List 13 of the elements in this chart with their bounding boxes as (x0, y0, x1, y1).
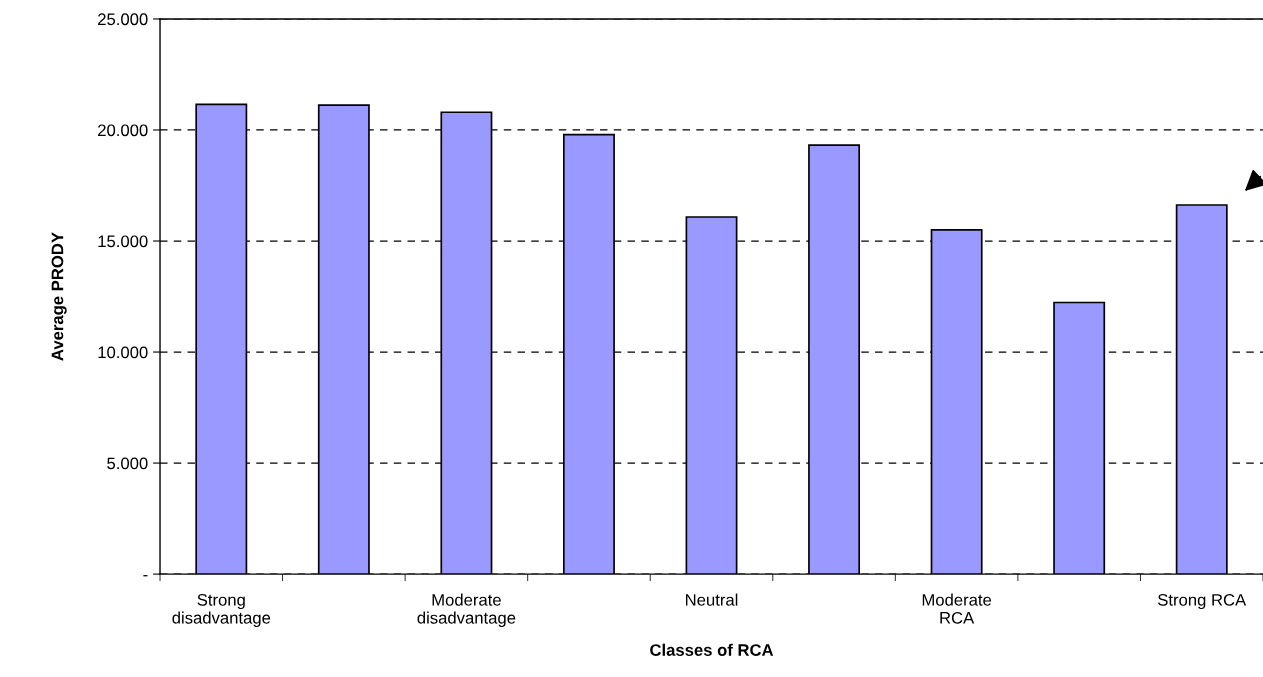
y-tick-label: 5.000 (107, 457, 148, 470)
y-tick-label: 15.000 (98, 235, 148, 248)
x-tick-label: Strong disadvantage (172, 593, 271, 628)
x-tick-label: Moderate disadvantage (417, 593, 516, 628)
y-tick-label: 20.000 (98, 124, 148, 137)
y-axis-title: Average PRODY (51, 232, 67, 361)
y-tick-label: - (143, 575, 148, 577)
x-tick-label: Neutral (686, 593, 738, 606)
x-tick-label: Moderate RCA (922, 593, 992, 624)
x-axis-title: Classes of RCA (650, 643, 774, 656)
y-tick-label: 25.000 (98, 13, 148, 26)
y-tick-label: 10.000 (98, 346, 148, 359)
x-tick-label: Strong RCA (1158, 593, 1247, 610)
